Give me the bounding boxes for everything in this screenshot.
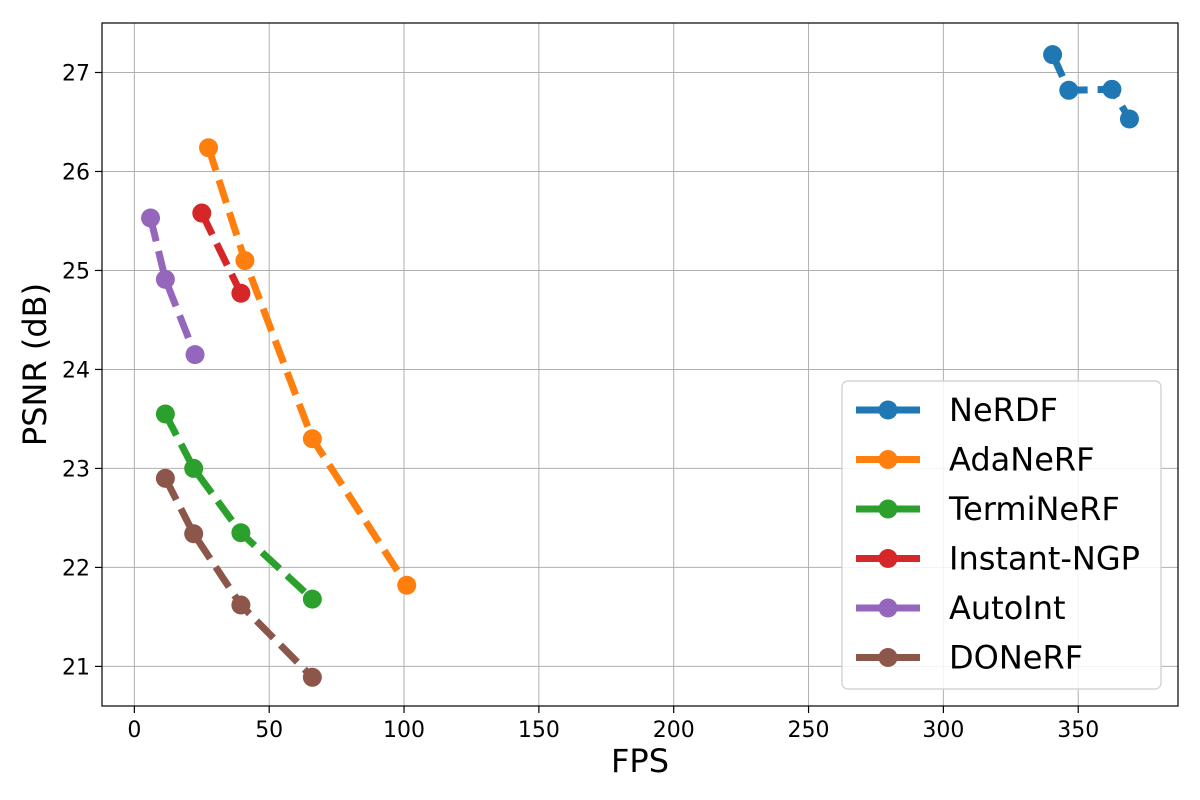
data-point-adanerf — [199, 138, 219, 158]
y-tick-label: 24 — [62, 358, 90, 383]
legend-marker — [878, 648, 898, 667]
data-point-donerf — [302, 667, 322, 687]
series-line-adanerf — [205, 146, 410, 588]
data-point-adanerf — [302, 429, 322, 449]
x-tick-label: 300 — [922, 718, 964, 743]
x-tick-label: 200 — [653, 718, 695, 743]
legend-marker — [878, 549, 898, 568]
y-tick-label: 21 — [62, 655, 90, 680]
x-tick-label: 50 — [255, 718, 283, 743]
y-tick-label: 23 — [62, 457, 90, 482]
x-tick-label: 250 — [788, 718, 830, 743]
legend-marker — [878, 499, 898, 519]
data-point-nerdf — [1059, 80, 1079, 100]
data-point-donerf — [184, 524, 204, 544]
x-tick-label: 100 — [383, 718, 425, 743]
data-point-nerdf — [1043, 45, 1063, 65]
legend-item-autoint: AutoInt — [856, 589, 1066, 627]
legend-marker — [878, 598, 898, 618]
legend-box — [841, 380, 1162, 690]
ticks: 0 50 100 150 200 250 300 350 21 22 23 24 25 26 27 — [62, 61, 1099, 743]
data-point-autoint — [155, 269, 175, 289]
data-point-terminerf — [184, 458, 204, 478]
legend-marker — [878, 400, 898, 420]
y-axis-title: PSNR (dB) — [16, 283, 54, 446]
series-autoint — [141, 208, 205, 365]
data-point-terminerf — [231, 523, 251, 543]
series-line-nerdf — [1049, 53, 1133, 121]
data-point-instant-ngp — [192, 203, 212, 223]
series-instant-ngp — [192, 203, 251, 303]
legend-item-adanerf: AdaNeRF — [856, 441, 1095, 479]
data-point-adanerf — [235, 251, 255, 271]
series-terminerf — [155, 404, 322, 609]
legend-label: AdaNeRF — [949, 441, 1095, 479]
data-point-nerdf — [1102, 79, 1122, 99]
legend-label: Instant-NGP — [949, 540, 1140, 578]
legend-marker — [878, 450, 898, 469]
plot-frame — [101, 22, 1179, 707]
data-point-terminerf — [155, 404, 175, 424]
x-tick-label: 350 — [1057, 718, 1099, 743]
legend-label: TermiNeRF — [948, 490, 1120, 528]
y-tick-label: 27 — [62, 61, 90, 86]
series-layer — [141, 45, 1139, 687]
data-point-donerf — [231, 595, 251, 615]
series-line-autoint — [147, 217, 199, 356]
legend-item-instant-ngp: Instant-NGP — [856, 540, 1140, 578]
y-tick-label: 26 — [62, 160, 90, 185]
legend-item-terminerf: TermiNeRF — [856, 490, 1120, 528]
series-line-instant-ngp — [198, 211, 245, 295]
data-point-donerf — [155, 468, 175, 488]
data-point-autoint — [141, 208, 161, 228]
data-point-autoint — [185, 345, 205, 365]
series-nerdf — [1043, 45, 1139, 129]
data-point-adanerf — [397, 575, 417, 595]
legend: NeRDF AdaNeRF TermiNeRF Instant-NGP AutoInt D… — [841, 380, 1162, 690]
legend-item-nerdf: NeRDF — [856, 391, 1058, 429]
x-axis-title: FPS — [611, 742, 669, 780]
legend-item-donerf: DONeRF — [856, 639, 1083, 677]
data-point-terminerf — [302, 589, 322, 609]
data-point-instant-ngp — [231, 283, 251, 303]
y-tick-label: 22 — [62, 556, 90, 581]
series-line-terminerf — [162, 412, 315, 602]
series-donerf — [155, 468, 322, 687]
legend-label: DONeRF — [949, 639, 1083, 677]
series-adanerf — [199, 138, 417, 595]
legend-label: NeRDF — [949, 391, 1058, 429]
legend-label: AutoInt — [949, 589, 1066, 627]
x-tick-label: 0 — [127, 718, 141, 743]
x-tick-label: 150 — [518, 718, 560, 743]
y-tick-label: 25 — [62, 259, 90, 284]
series-line-donerf — [162, 476, 315, 680]
data-point-nerdf — [1119, 109, 1139, 129]
